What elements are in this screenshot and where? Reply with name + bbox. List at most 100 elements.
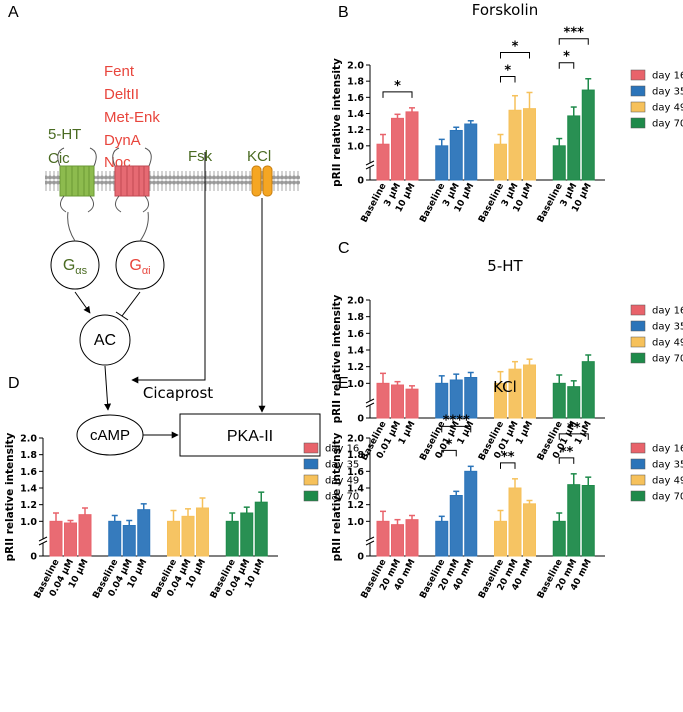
y-tick-label: 1.8: [347, 450, 364, 461]
legend-swatch: [630, 336, 646, 348]
ligand: 5-HT: [48, 126, 81, 143]
bar: [567, 115, 581, 181]
legend-swatch: [303, 474, 319, 486]
significance-label: *: [446, 437, 453, 452]
membrane: [45, 171, 300, 191]
bar: [376, 520, 390, 557]
bar: [508, 109, 522, 181]
legend-swatch: [630, 474, 646, 486]
panel-letter: E: [338, 375, 349, 392]
y-axis-label: pRII relative intensity: [331, 58, 343, 187]
y-axis-label: pRII relative intensity: [331, 294, 343, 423]
y-tick-label: 1.4: [347, 346, 364, 357]
y-tick-label: 1.4: [347, 109, 364, 120]
significance-bracket: [558, 457, 575, 464]
ligand: Cic: [48, 150, 70, 167]
significance-label: *: [512, 39, 519, 54]
y-tick-label: 0: [357, 414, 364, 425]
legend-swatch: [630, 85, 646, 97]
axis-break: [365, 402, 375, 408]
legend-label: day 35: [652, 460, 683, 471]
legend-swatch: [630, 320, 646, 332]
legend-label: day 35: [652, 87, 683, 98]
y-tick-label: 0: [30, 552, 37, 563]
y-tick-label: 1.0: [20, 517, 37, 528]
bar: [196, 507, 209, 557]
legend-label: day 49: [652, 103, 683, 114]
y-tick-label: 1.2: [347, 125, 364, 136]
bar: [581, 89, 595, 181]
bar: [464, 470, 478, 557]
significance-label: *: [504, 63, 511, 78]
significance-bracket: [382, 91, 413, 98]
legend-label: day 35: [652, 322, 683, 333]
chart-title: Cicaprost: [143, 384, 213, 402]
legend-label: day 16: [652, 306, 683, 317]
axis-break: [365, 540, 375, 546]
significance-label: *: [394, 79, 401, 94]
legend-swatch: [630, 117, 646, 129]
bar: [449, 129, 463, 181]
bar: [567, 484, 581, 557]
legend-swatch: [303, 490, 319, 502]
y-tick-label: 1.4: [20, 484, 37, 495]
g-main: G: [63, 257, 75, 274]
significance-bracket: [500, 75, 516, 83]
bar: [464, 377, 478, 419]
y-tick-label: 1.6: [347, 467, 364, 478]
y-tick-label: 2.0: [347, 61, 364, 72]
bar: [581, 485, 595, 557]
gs-receptor: [57, 147, 97, 213]
bar: [405, 519, 419, 557]
legend-label: day 49: [652, 338, 683, 349]
chart-title: KCl: [493, 378, 517, 396]
panel-letter: C: [338, 240, 350, 257]
legend-label: day 70: [325, 492, 359, 503]
legend-swatch: [630, 304, 646, 316]
significance-bracket: [558, 433, 589, 440]
axis-break: [365, 164, 375, 170]
g-main: G: [129, 257, 141, 274]
bar: [552, 520, 566, 557]
bar: [552, 382, 566, 419]
fsk-line: [134, 152, 206, 381]
significance-bracket: [441, 425, 472, 433]
ac-label: AC: [94, 332, 116, 349]
bar: [405, 388, 419, 419]
significance-label: ****: [443, 413, 470, 428]
connector: [67, 211, 149, 242]
y-tick-label: 1.0: [347, 141, 364, 152]
legend-swatch: [630, 69, 646, 81]
legend-label: day 49: [325, 476, 359, 487]
bar: [376, 382, 390, 419]
fsk-label: Fsk: [188, 148, 213, 165]
g-sub: αi: [142, 265, 151, 277]
y-tick-label: 1.8: [347, 312, 364, 323]
y-tick-label: 1.6: [20, 467, 37, 478]
bar: [391, 117, 404, 181]
panel-letter: D: [8, 375, 20, 392]
pka-label: PKA-II: [227, 428, 273, 445]
bar: [435, 145, 449, 181]
bar: [391, 524, 404, 557]
bar: [581, 361, 595, 419]
y-tick-label: 2.0: [347, 434, 364, 445]
legend-swatch: [630, 442, 646, 454]
y-axis-label: pRII relative intensity: [4, 432, 16, 561]
bar: [181, 515, 195, 557]
significance-bracket: [558, 38, 589, 45]
bar: [405, 111, 419, 181]
y-axis-label: pRII relative intensity: [331, 432, 343, 561]
g-sub: αs: [75, 265, 87, 277]
y-tick-label: 0: [357, 176, 364, 187]
ligand: DeltII: [104, 86, 139, 103]
y-tick-label: 1.8: [347, 77, 364, 88]
arrow: [104, 365, 112, 411]
axis-break: [38, 540, 48, 546]
chart-title: Forskolin: [472, 1, 538, 19]
legend-swatch: [630, 101, 646, 113]
bar: [435, 520, 449, 557]
pka-node: [179, 413, 321, 457]
ac-node: [79, 314, 131, 366]
